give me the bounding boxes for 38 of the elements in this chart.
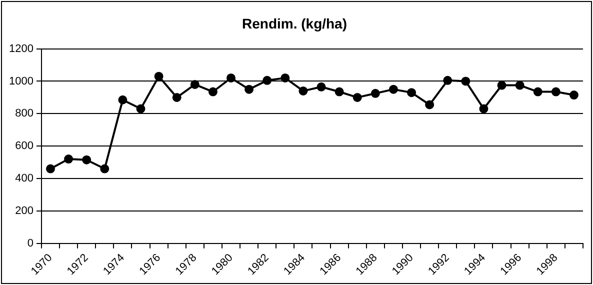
point — [172, 92, 182, 102]
point — [425, 100, 434, 110]
point — [118, 95, 128, 104]
point — [226, 73, 236, 82]
y-tick-label: 600 — [15, 140, 34, 152]
point — [280, 73, 290, 82]
point — [208, 87, 218, 96]
y-tick-label: 0 — [27, 237, 34, 250]
point — [136, 104, 146, 114]
point — [497, 80, 506, 90]
point — [154, 72, 164, 81]
point — [316, 82, 326, 92]
point — [533, 87, 542, 96]
point — [334, 87, 344, 96]
point — [551, 87, 560, 96]
point — [46, 164, 55, 174]
point — [461, 76, 470, 86]
point — [244, 84, 254, 94]
point — [298, 86, 308, 96]
point — [352, 92, 362, 102]
point — [443, 76, 452, 85]
point — [407, 88, 416, 98]
chart-title: Rendim. (kg/ha) — [242, 15, 348, 32]
point — [569, 90, 578, 100]
y-tick-label: 800 — [15, 108, 34, 120]
point — [64, 154, 74, 164]
point — [515, 80, 524, 90]
point — [388, 84, 398, 94]
point — [190, 80, 200, 89]
point — [262, 76, 272, 85]
y-tick-label: 200 — [15, 204, 34, 217]
point — [100, 164, 110, 174]
y-tick-label: 1000 — [8, 75, 34, 88]
point — [82, 155, 92, 164]
point — [370, 88, 380, 98]
y-tick-label: 1200 — [8, 42, 34, 55]
point — [479, 104, 488, 114]
y-tick-label: 400 — [15, 172, 34, 185]
